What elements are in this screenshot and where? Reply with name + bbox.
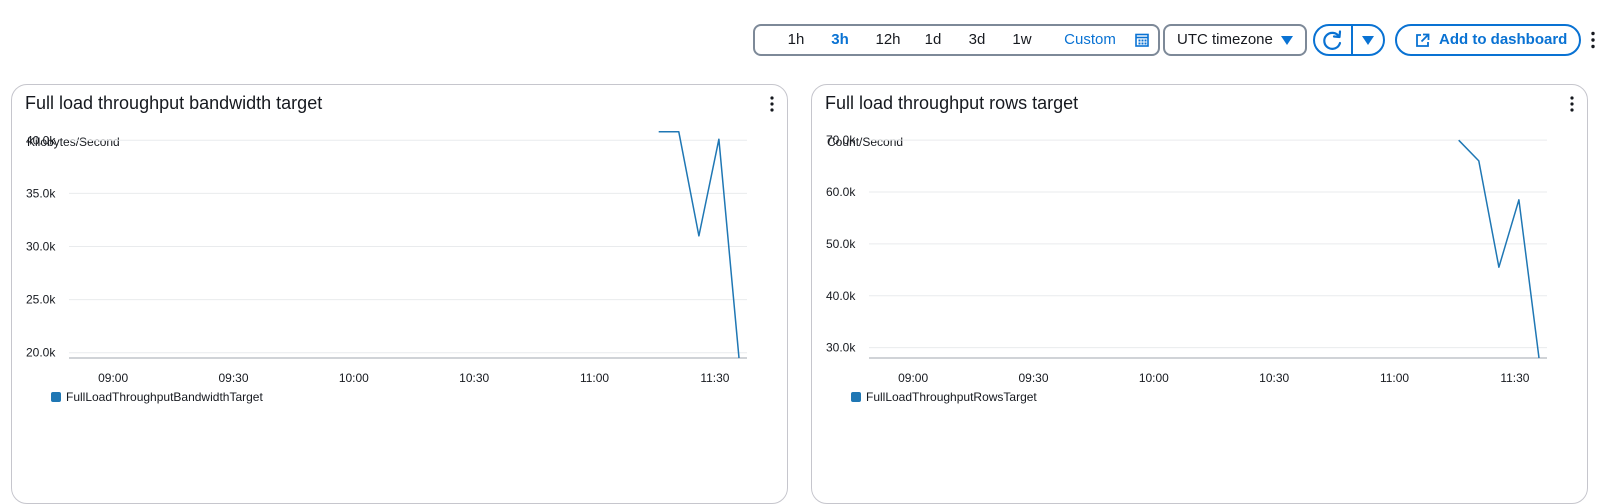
x-tick-label: 10:30 <box>459 371 489 385</box>
y-axis-label: Count/Second <box>827 135 903 149</box>
refresh-controls <box>1313 24 1385 56</box>
line-chart: Kilobytes/Second 20.0k 25.0k 30.0k 35.0k 40.0… <box>26 131 747 404</box>
x-tick-label: 11:30 <box>1500 371 1529 385</box>
range-1d[interactable]: 1d <box>924 31 942 48</box>
y-tick-label: 60.0k <box>826 185 856 199</box>
add-to-dashboard-button[interactable]: Add to dashboard <box>1395 24 1581 56</box>
y-tick-label: 25.0k <box>26 293 56 307</box>
range-1h[interactable]: 1h <box>787 31 805 48</box>
x-tick-label: 10:30 <box>1259 371 1289 385</box>
range-3d[interactable]: 3d <box>968 31 986 48</box>
x-tick-label: 10:00 <box>1139 371 1169 385</box>
y-tick-label: 20.0k <box>26 346 56 360</box>
legend-swatch <box>51 392 61 402</box>
more-vertical-icon[interactable] <box>769 95 775 113</box>
x-tick-label: 11:30 <box>700 371 729 385</box>
time-range-selector: 1h 3h 12h 1d 3d 1w Custom <box>753 24 1160 56</box>
y-tick-label: 50.0k <box>826 237 856 251</box>
y-tick-label: 30.0k <box>26 240 56 254</box>
range-custom[interactable]: Custom <box>1064 31 1116 48</box>
series-line <box>1458 139 1540 359</box>
x-tick-label: 09:00 <box>98 371 128 385</box>
series-line <box>658 131 740 359</box>
y-tick-label: 40.0k <box>826 289 856 303</box>
legend-label: FullLoadThroughputRowsTarget <box>866 390 1037 404</box>
external-link-icon <box>1416 33 1430 47</box>
range-1w[interactable]: 1w <box>1012 31 1032 48</box>
x-tick-label: 10:00 <box>339 371 369 385</box>
range-12h[interactable]: 12h <box>875 31 901 48</box>
x-tick-label: 09:30 <box>218 371 248 385</box>
refresh-button[interactable] <box>1315 26 1351 54</box>
refresh-divider <box>1351 26 1353 54</box>
refresh-interval-dropdown[interactable] <box>1353 26 1383 54</box>
more-vertical-icon[interactable] <box>1590 30 1596 50</box>
y-tick-label: 70.0k <box>826 133 856 147</box>
panel-title: Full load throughput rows target <box>825 93 1079 113</box>
y-tick-label: 35.0k <box>26 186 56 200</box>
range-3h[interactable]: 3h <box>831 31 849 48</box>
add-to-dashboard-label: Add to dashboard <box>1439 31 1568 48</box>
refresh-icon <box>1323 30 1342 50</box>
x-tick-label: 09:00 <box>898 371 928 385</box>
caret-down-icon <box>1281 36 1293 45</box>
legend-label: FullLoadThroughputBandwidthTarget <box>66 390 263 404</box>
x-tick-label: 11:00 <box>1380 371 1409 385</box>
panel-title: Full load throughput bandwidth target <box>25 93 323 113</box>
y-tick-label: 40.0k <box>26 133 56 147</box>
x-tick-label: 09:30 <box>1018 371 1048 385</box>
y-axis-label: Kilobytes/Second <box>27 135 120 149</box>
more-vertical-icon[interactable] <box>1569 95 1575 113</box>
x-tick-label: 11:00 <box>580 371 609 385</box>
timezone-select[interactable]: UTC timezone <box>1163 24 1307 56</box>
toolbar: 1h 3h 12h 1d 3d 1w Custom UTC timezone <box>0 24 1600 58</box>
chart-panel-rows: Full load throughput rows target Count/S… <box>811 84 1588 504</box>
y-tick-label: 30.0k <box>826 341 856 355</box>
calendar-icon[interactable] <box>1135 33 1149 47</box>
caret-down-icon <box>1362 36 1374 45</box>
line-chart: Count/Second 30.0k 40.0k 50.0k 60.0k 70.0k 09:… <box>826 133 1547 404</box>
timezone-label: UTC timezone <box>1177 31 1273 48</box>
chart-panel-bandwidth: Full load throughput bandwidth target Ki… <box>11 84 788 504</box>
legend-swatch <box>851 392 861 402</box>
